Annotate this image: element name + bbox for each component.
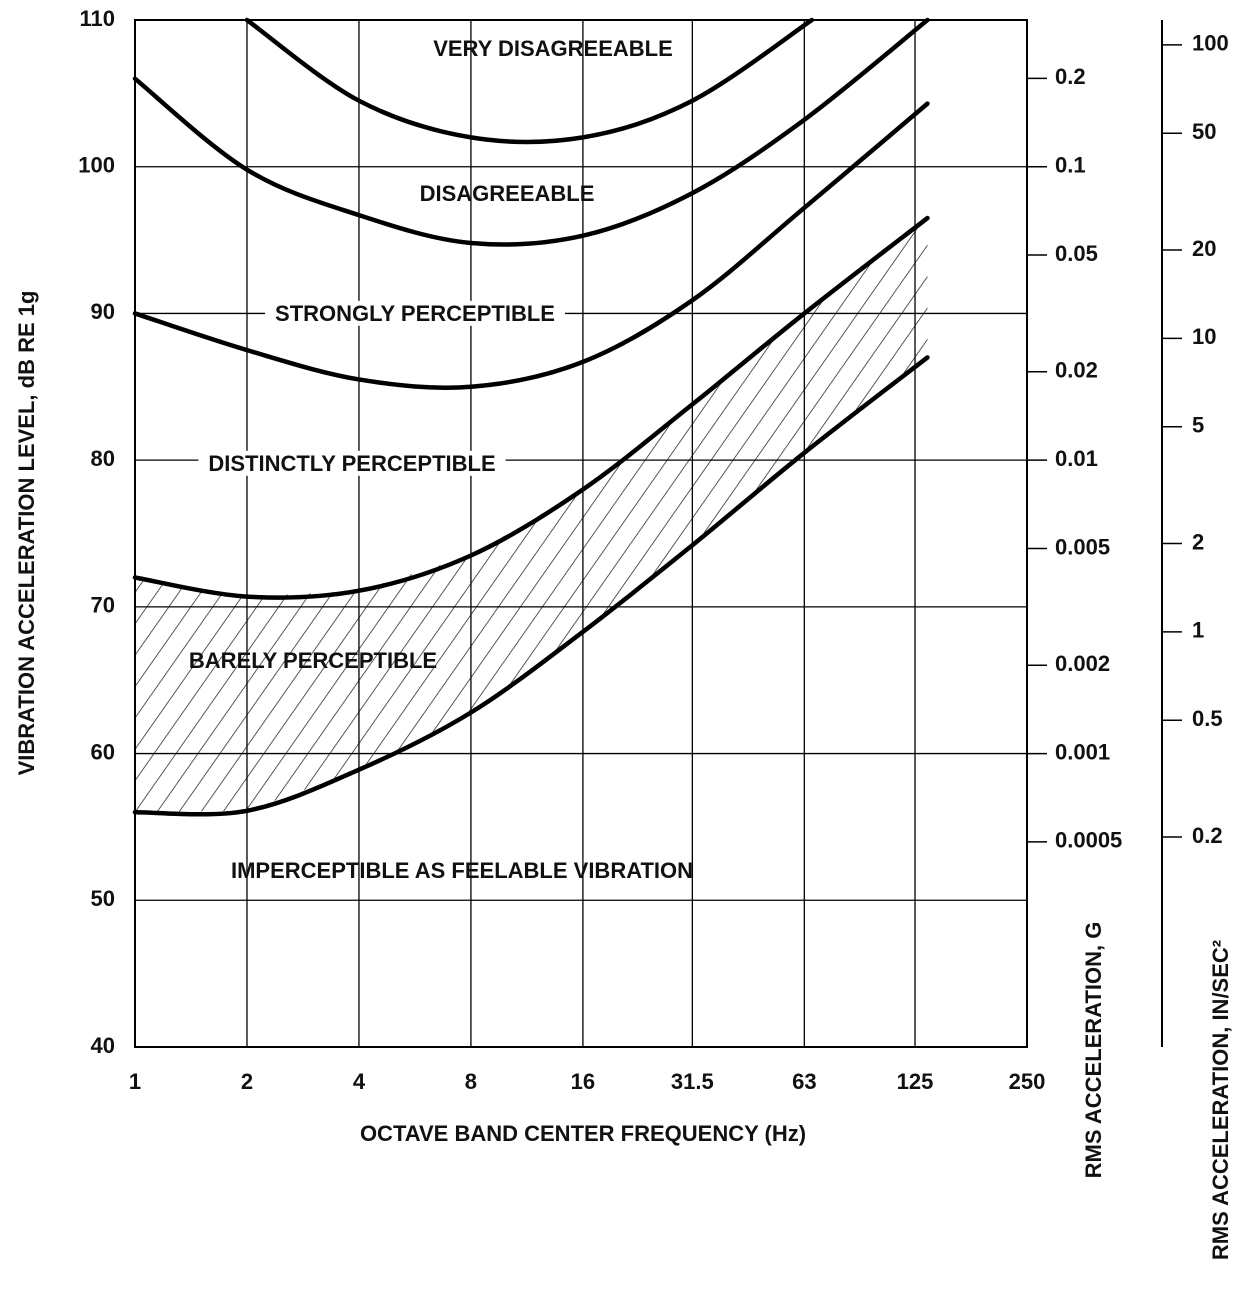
curve: [132, 215, 930, 600]
x-axis-title: OCTAVE BAND CENTER FREQUENCY (Hz): [360, 1121, 806, 1146]
y-tick-label: 50: [91, 886, 115, 911]
region-label: VERY DISAGREEABLE: [433, 36, 673, 61]
region-label: DISTINCTLY PERCEPTIBLE: [208, 451, 495, 476]
y-tick-label: 90: [91, 299, 115, 324]
region-label: DISAGREEABLE: [420, 181, 595, 206]
region-label: IMPERCEPTIBLE AS FEELABLE VIBRATION: [231, 858, 693, 883]
x-tick-label: 1: [129, 1069, 141, 1094]
y2-tick-label: 0.2: [1055, 64, 1086, 89]
x-tick-label: 4: [353, 1069, 366, 1094]
curve: [132, 101, 930, 390]
y2-tick-label: 0.001: [1055, 739, 1110, 764]
y-tick-label: 40: [91, 1033, 115, 1058]
y2-tick-label: 0.02: [1055, 358, 1098, 383]
y3-tick-label: 0.2: [1192, 823, 1223, 848]
y2-tick-label: 0.1: [1055, 153, 1086, 178]
label-background: [265, 300, 565, 326]
y2-axis-title: RMS ACCELERATION, G: [1081, 922, 1106, 1179]
x-tick-label: 125: [897, 1069, 934, 1094]
y3-tick-label: 0.5: [1192, 706, 1223, 731]
y3-tick-label: 10: [1192, 324, 1216, 349]
y2-tick-label: 0.002: [1055, 651, 1110, 676]
y-tick-label: 110: [80, 6, 116, 31]
y3-tick-label: 1: [1192, 618, 1204, 643]
curve: [132, 355, 930, 817]
region-label: BARELY PERCEPTIBLE: [189, 648, 437, 673]
y2-tick-label: 0.005: [1055, 534, 1110, 559]
y3-tick-label: 100: [1192, 31, 1229, 56]
y3-tick-label: 5: [1192, 413, 1204, 438]
x-tick-label: 31.5: [671, 1069, 714, 1094]
y3-tick-label: 50: [1192, 119, 1216, 144]
label-background: [198, 450, 506, 476]
y-tick-label: 60: [91, 739, 115, 764]
x-tick-label: 16: [571, 1069, 595, 1094]
y-tick-label: 70: [91, 593, 115, 618]
y2-tick-label: 0.05: [1055, 241, 1098, 266]
curve: [132, 17, 930, 247]
x-tick-label: 63: [792, 1069, 816, 1094]
region-label: STRONGLY PERCEPTIBLE: [275, 301, 555, 326]
x-tick-label: 8: [465, 1069, 477, 1094]
y3-tick-label: 20: [1192, 236, 1216, 261]
x-tick-label: 2: [241, 1069, 253, 1094]
plot-frame: [134, 19, 1028, 1048]
y3-axis-title: RMS ACCELERATION, IN/SEC²: [1208, 940, 1233, 1260]
y-axis-title: VIBRATION ACCELERATION LEVEL, dB RE 1g: [14, 291, 39, 776]
y2-tick-label: 0.01: [1055, 446, 1098, 471]
x-tick-label: 250: [1009, 1069, 1046, 1094]
y-tick-label: 80: [91, 446, 115, 471]
hatched-band: [135, 218, 928, 813]
y-tick-label: 100: [78, 153, 115, 178]
y2-tick-label: 0.0005: [1055, 828, 1122, 853]
y3-tick-label: 2: [1192, 529, 1204, 554]
curve: [244, 17, 815, 145]
